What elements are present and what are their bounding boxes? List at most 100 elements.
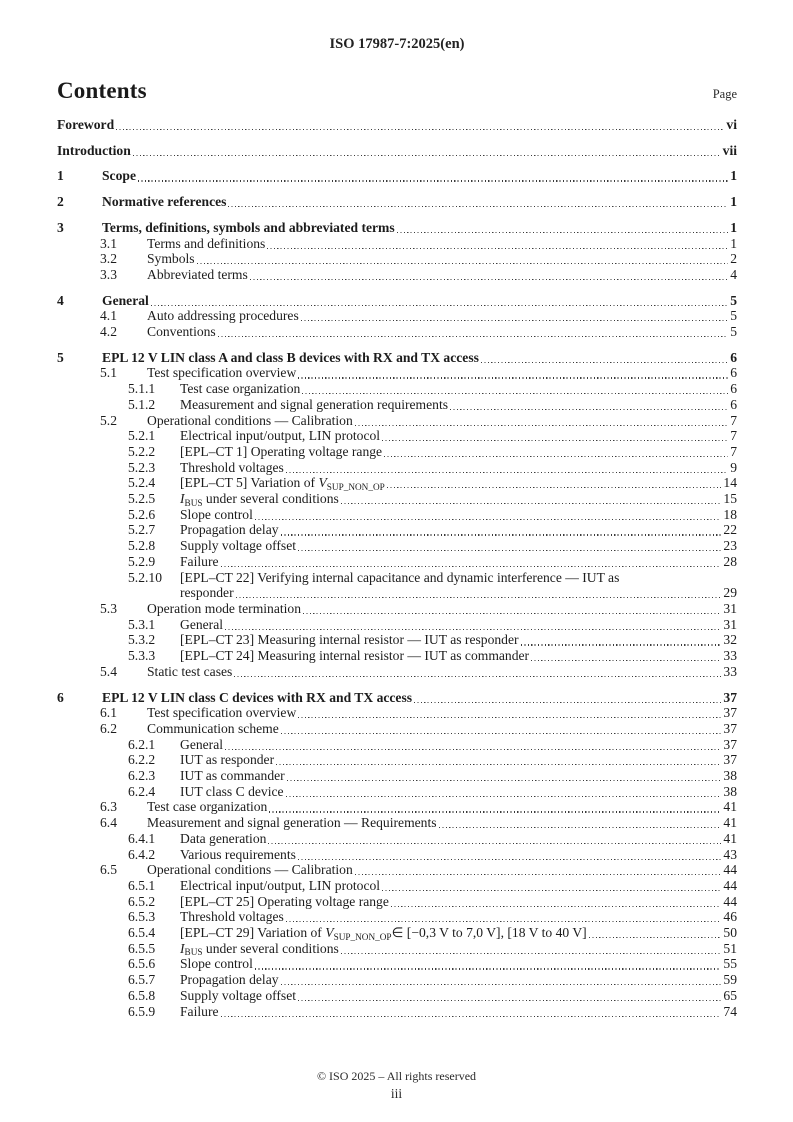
toc-leader-dots — [234, 585, 724, 601]
toc-leader-dots — [279, 972, 724, 988]
toc-page-number: 41 — [723, 799, 737, 815]
toc-page-number: 28 — [723, 553, 737, 569]
toc-entry: 5.3.3 [EPL–CT 24] Measuring internal resi… — [128, 648, 737, 664]
toc-leader-dots — [299, 308, 730, 324]
toc-page-number: 14 — [723, 475, 737, 491]
toc-entry-title: EPL 12 V LIN class C devices with RX and… — [102, 689, 413, 705]
toc-entry-title: [EPL–CT 1] Operating voltage range — [180, 443, 383, 459]
toc-leader-dots — [479, 350, 730, 366]
toc-entry-number: 5.3 — [100, 600, 117, 616]
toc-entry-number: 4.2 — [100, 324, 117, 340]
toc-entry-number: 4 — [57, 292, 64, 308]
toc-entry-title: Test case organization — [180, 381, 301, 397]
toc-entry-number: 5.4 — [100, 663, 117, 679]
toc-entry: 5.3.1 General 31 — [128, 617, 737, 633]
toc-entry-title: IUT as responder — [180, 752, 275, 768]
toc-entry-title: Threshold voltages — [180, 459, 284, 475]
toc-entry: 5.2.9 Failure 28 — [128, 554, 737, 570]
toc-leader-dots — [149, 293, 730, 309]
toc-entry-title: Slope control — [180, 506, 253, 522]
toc-entry-number: 6.5.1 — [128, 877, 156, 893]
toc-entry-number: 3 — [57, 219, 64, 235]
toc-leader-dots — [195, 251, 731, 267]
toc-entry-title: Various requirements — [180, 846, 296, 862]
toc-entry-number: 6.2.1 — [128, 736, 156, 752]
toc-entry: 1 Scope 1 — [57, 168, 737, 184]
toc-leader-dots — [296, 847, 724, 863]
toc-entry: 5.2 Operational conditions — Calibration 7 — [100, 413, 737, 429]
toc-entry-number: 6.4 — [100, 815, 117, 831]
toc-page-number: 1 — [730, 194, 737, 210]
toc-entry-title: Propagation delay — [180, 522, 279, 538]
toc-page-number: 6 — [730, 365, 737, 381]
toc-entry-title: IBUS under several conditions — [180, 940, 339, 958]
toc-entry-number: 5.2.7 — [128, 522, 156, 538]
toc-leader-dots — [296, 365, 730, 381]
toc-entry: 4.2 Conventions 5 — [100, 324, 737, 340]
page-title: Contents — [57, 78, 147, 103]
toc-page-number: 6 — [730, 396, 737, 412]
toc-page-number: 44 — [723, 893, 737, 909]
toc-entry: 6.5.9 Failure 74 — [128, 1004, 737, 1020]
toc-page-number: 44 — [723, 877, 737, 893]
toc-page-number: 1 — [730, 219, 737, 235]
toc-page-number: 9 — [730, 459, 737, 475]
toc-entry-number: 5.2.2 — [128, 443, 156, 459]
toc-entry-number: 5.1 — [100, 365, 117, 381]
toc-leader-dots — [380, 428, 730, 444]
toc-leader-dots — [285, 768, 724, 784]
toc-leader-dots — [267, 799, 723, 815]
toc-page-number: 41 — [723, 830, 737, 846]
toc-entry-title: Threshold voltages — [180, 909, 284, 925]
toc-page-number: 37 — [723, 736, 737, 752]
toc-entry-number: 6.4.2 — [128, 846, 156, 862]
toc-leader-dots — [223, 617, 723, 633]
toc-page-number: 33 — [723, 663, 737, 679]
page-number-roman: iii — [390, 1086, 403, 1101]
toc-entry-title: Introduction — [57, 142, 131, 158]
toc-entry-number: 6.4.1 — [128, 830, 156, 846]
toc-entry: 3 Terms, definitions, symbols and abbrevi… — [57, 220, 737, 236]
toc-entry: 5.2.5 IBUS under several conditions 15 — [128, 491, 737, 507]
toc-page-number: 59 — [723, 972, 737, 988]
toc-entry-title: Test case organization — [147, 799, 268, 815]
toc-entry-number: 6.2.4 — [128, 783, 156, 799]
toc-page-number: 5 — [730, 308, 737, 324]
toc-entry-title: General — [180, 616, 224, 632]
toc-entry: 5.1.2 Measurement and signal generation r… — [128, 397, 737, 413]
toc-entry-title: [EPL–CT 22] Verifying internal capacitan… — [180, 569, 620, 585]
toc-entry-number: 6.5.9 — [128, 1003, 156, 1019]
toc-page-number: 51 — [723, 940, 737, 956]
toc-leader-dots — [266, 831, 723, 847]
toc-leader-dots — [437, 815, 724, 831]
toc-entry-continuation: responder 29 — [128, 585, 737, 601]
toc-leader-dots — [114, 117, 726, 133]
toc-entry-title: [EPL–CT 5] Variation of VSUP_NON_OP — [180, 475, 385, 492]
toc-entry-title: Normative references — [102, 194, 227, 210]
toc-page-number: 37 — [723, 752, 737, 768]
toc-page-number: 7 — [730, 412, 737, 428]
toc-leader-dots — [253, 956, 724, 972]
toc-entry-title: General — [180, 736, 224, 752]
toc-entry-title: [EPL–CT 25] Operating voltage range — [180, 893, 389, 909]
toc-leader-dots — [296, 538, 723, 554]
toc-entry-title: Electrical input/output, LIN protocol — [180, 428, 381, 444]
toc-entry-number: 1 — [57, 168, 64, 184]
toc-page-number: 23 — [723, 538, 737, 554]
toc-leader-dots — [284, 460, 730, 476]
toc-entry: 5.2.6 Slope control 18 — [128, 507, 737, 523]
toc-entry-title: Supply voltage offset — [180, 538, 297, 554]
toc-page-number: 43 — [723, 846, 737, 862]
toc-leader-dots — [300, 381, 730, 397]
toc-page-number: 55 — [723, 956, 737, 972]
toc-leader-dots — [296, 705, 723, 721]
toc-entry-number: 6.5.4 — [128, 925, 156, 941]
toc-entry-number: 5.2.8 — [128, 538, 156, 554]
toc-entry: 5.1 Test specification overview 6 — [100, 365, 737, 381]
toc-page-number: 65 — [723, 987, 737, 1003]
toc-entry-title: Conventions — [147, 324, 216, 340]
toc-leader-dots — [301, 601, 723, 617]
toc-leader-dots — [265, 236, 730, 252]
toc-leader-dots — [279, 721, 724, 737]
toc-entry: 6.2.4 IUT class C device 38 — [128, 784, 737, 800]
